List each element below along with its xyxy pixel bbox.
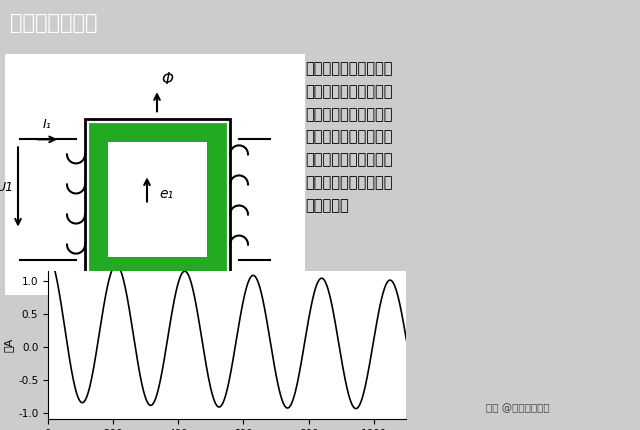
Bar	[85, 119, 230, 280]
Bar	[90, 124, 225, 275]
Text: e₁: e₁	[159, 187, 173, 202]
Text: 头条 @技成电工课堂: 头条 @技成电工课堂	[486, 403, 550, 413]
Bar	[5, 54, 305, 295]
Bar	[108, 142, 207, 257]
Text: 当合上断路器给变压器
充电时，有时可以看到
变压器电流表的指针摆
得很大，然后很快返回
到正常的空载电流值，
这个冲击电流通常称之
为励磁涌流: 当合上断路器给变压器 充电时，有时可以看到 变压器电流表的指针摆 得很大，然后很…	[305, 61, 392, 213]
Text: 变压器励磁涌流: 变压器励磁涌流	[10, 12, 97, 33]
Text: 励磁涌流原理图: 励磁涌流原理图	[134, 287, 186, 300]
Text: U1: U1	[0, 181, 13, 194]
Y-axis label: 幅A: 幅A	[4, 338, 14, 352]
Text: I₁: I₁	[43, 118, 51, 131]
Text: Φ: Φ	[161, 72, 173, 87]
